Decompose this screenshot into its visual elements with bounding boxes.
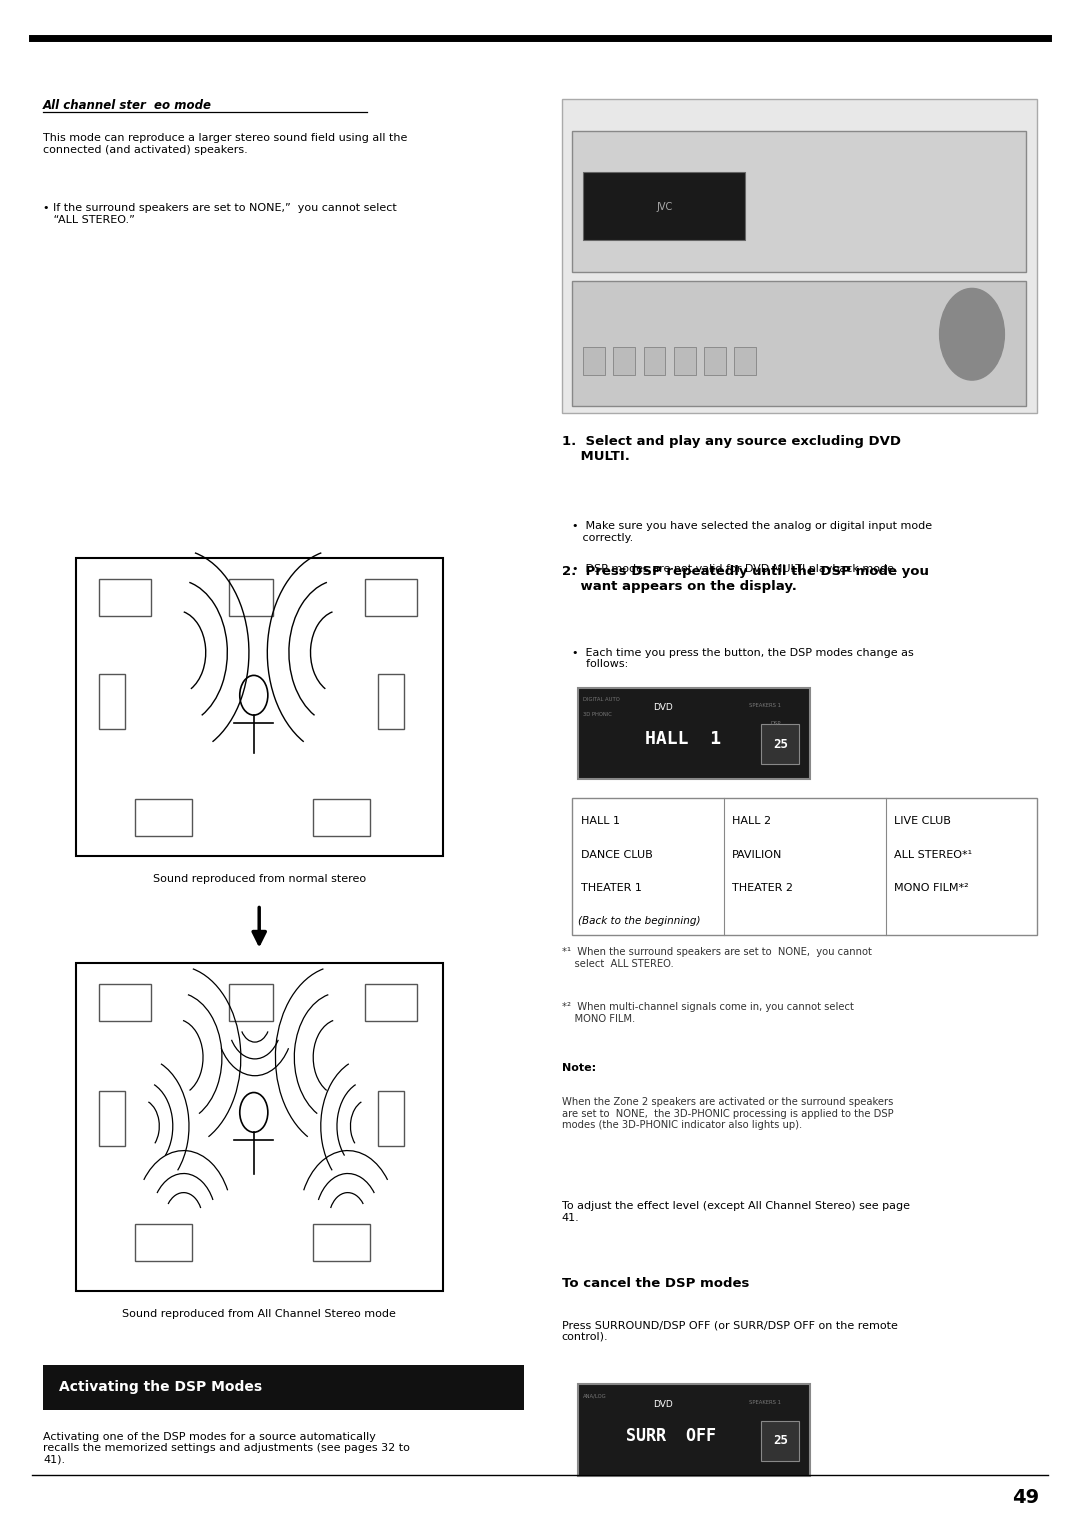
- FancyBboxPatch shape: [135, 799, 192, 836]
- Text: 49: 49: [1012, 1488, 1040, 1507]
- FancyBboxPatch shape: [365, 579, 417, 616]
- Text: DANCE CLUB: DANCE CLUB: [581, 850, 652, 860]
- FancyBboxPatch shape: [613, 347, 635, 374]
- FancyBboxPatch shape: [734, 347, 756, 374]
- FancyBboxPatch shape: [578, 688, 810, 779]
- Text: When the Zone 2 speakers are activated or the surround speakers
are set to  NONE: When the Zone 2 speakers are activated o…: [562, 1097, 893, 1131]
- Text: 3D PHONIC: 3D PHONIC: [583, 712, 612, 717]
- FancyBboxPatch shape: [99, 984, 151, 1021]
- Text: ANA/LOG: ANA/LOG: [583, 1394, 607, 1398]
- Text: Activating one of the DSP modes for a source automatically
recalls the memorized: Activating one of the DSP modes for a so…: [43, 1432, 410, 1465]
- Text: DIGITAL AUTO: DIGITAL AUTO: [583, 697, 620, 701]
- FancyBboxPatch shape: [76, 963, 443, 1291]
- FancyBboxPatch shape: [135, 1224, 192, 1261]
- Text: 25: 25: [773, 1435, 787, 1447]
- Text: SPEAKERS 1: SPEAKERS 1: [748, 703, 781, 707]
- FancyBboxPatch shape: [99, 579, 151, 616]
- FancyBboxPatch shape: [572, 130, 1026, 272]
- Text: THEATER 2: THEATER 2: [732, 883, 793, 894]
- Text: DSP: DSP: [770, 721, 781, 726]
- FancyBboxPatch shape: [99, 1091, 125, 1146]
- Text: 25: 25: [773, 738, 787, 750]
- Text: DVD: DVD: [653, 1400, 673, 1409]
- Text: HALL 1: HALL 1: [581, 816, 620, 827]
- Text: HALL 2: HALL 2: [732, 816, 771, 827]
- Text: Activating the DSP Modes: Activating the DSP Modes: [59, 1380, 262, 1395]
- Text: LIVE CLUB: LIVE CLUB: [894, 816, 951, 827]
- Circle shape: [202, 1062, 306, 1209]
- FancyBboxPatch shape: [313, 1224, 370, 1261]
- Circle shape: [940, 289, 1004, 380]
- Text: SURR  OFF: SURR OFF: [626, 1427, 716, 1445]
- FancyBboxPatch shape: [378, 1091, 404, 1146]
- Text: HALL  1: HALL 1: [645, 730, 720, 749]
- Text: ALL STEREO*¹: ALL STEREO*¹: [894, 850, 972, 860]
- FancyBboxPatch shape: [229, 579, 273, 616]
- Text: To cancel the DSP modes: To cancel the DSP modes: [562, 1277, 748, 1291]
- FancyBboxPatch shape: [674, 347, 696, 374]
- Text: 2.  Press DSP repeatedly until the DSP mode you
    want appears on the display.: 2. Press DSP repeatedly until the DSP mo…: [562, 565, 929, 593]
- Text: *¹  When the surround speakers are set to  NONE,  you cannot
    select  ALL STE: *¹ When the surround speakers are set to…: [562, 947, 872, 969]
- FancyBboxPatch shape: [644, 347, 665, 374]
- Text: Sound reproduced from normal stereo: Sound reproduced from normal stereo: [152, 874, 366, 885]
- Text: DVD: DVD: [653, 703, 673, 712]
- FancyBboxPatch shape: [378, 674, 404, 729]
- FancyBboxPatch shape: [704, 347, 726, 374]
- Text: Press SURROUND/DSP OFF (or SURR/DSP OFF on the remote
control).: Press SURROUND/DSP OFF (or SURR/DSP OFF …: [562, 1320, 897, 1342]
- Text: This mode can reproduce a larger stereo sound field using all the
connected (and: This mode can reproduce a larger stereo …: [43, 133, 407, 154]
- Circle shape: [213, 660, 295, 776]
- FancyBboxPatch shape: [365, 984, 417, 1021]
- Text: (Back to the beginning): (Back to the beginning): [578, 915, 700, 926]
- FancyBboxPatch shape: [313, 799, 370, 836]
- Text: • If the surround speakers are set to NONE,”  you cannot select
   “ALL STEREO.”: • If the surround speakers are set to NO…: [43, 203, 397, 225]
- Text: •  Each time you press the button, the DSP modes change as
    follows:: • Each time you press the button, the DS…: [572, 648, 914, 669]
- FancyBboxPatch shape: [572, 798, 1037, 935]
- Text: THEATER 1: THEATER 1: [581, 883, 642, 894]
- FancyBboxPatch shape: [562, 99, 1037, 413]
- FancyBboxPatch shape: [572, 281, 1026, 406]
- FancyBboxPatch shape: [583, 347, 605, 374]
- Text: MONO FILM*²: MONO FILM*²: [894, 883, 969, 894]
- Text: Note:: Note:: [562, 1063, 596, 1074]
- Text: JVC: JVC: [656, 202, 673, 212]
- Text: All channel ster  eo mode: All channel ster eo mode: [43, 99, 212, 113]
- Text: •  DSP modes are not valid for DVD MULTI playback mode.: • DSP modes are not valid for DVD MULTI …: [572, 564, 899, 575]
- FancyBboxPatch shape: [76, 558, 443, 856]
- FancyBboxPatch shape: [761, 724, 799, 764]
- FancyBboxPatch shape: [43, 1365, 524, 1410]
- Text: Sound reproduced from All Channel Stereo mode: Sound reproduced from All Channel Stereo…: [122, 1309, 396, 1320]
- Text: 1.  Select and play any source excluding DVD
    MULTI.: 1. Select and play any source excluding …: [562, 435, 901, 463]
- Text: SPEAKERS 1: SPEAKERS 1: [748, 1400, 781, 1404]
- FancyBboxPatch shape: [99, 674, 125, 729]
- FancyBboxPatch shape: [229, 984, 273, 1021]
- FancyBboxPatch shape: [583, 171, 745, 240]
- FancyBboxPatch shape: [578, 1384, 810, 1476]
- FancyBboxPatch shape: [761, 1421, 799, 1461]
- Text: •  Make sure you have selected the analog or digital input mode
   correctly.: • Make sure you have selected the analog…: [572, 521, 932, 542]
- Text: *²  When multi-channel signals come in, you cannot select
    MONO FILM.: *² When multi-channel signals come in, y…: [562, 1002, 853, 1024]
- Text: PAVILION: PAVILION: [732, 850, 783, 860]
- Text: To adjust the effect level (except All Channel Stereo) see page
41.: To adjust the effect level (except All C…: [562, 1201, 909, 1222]
